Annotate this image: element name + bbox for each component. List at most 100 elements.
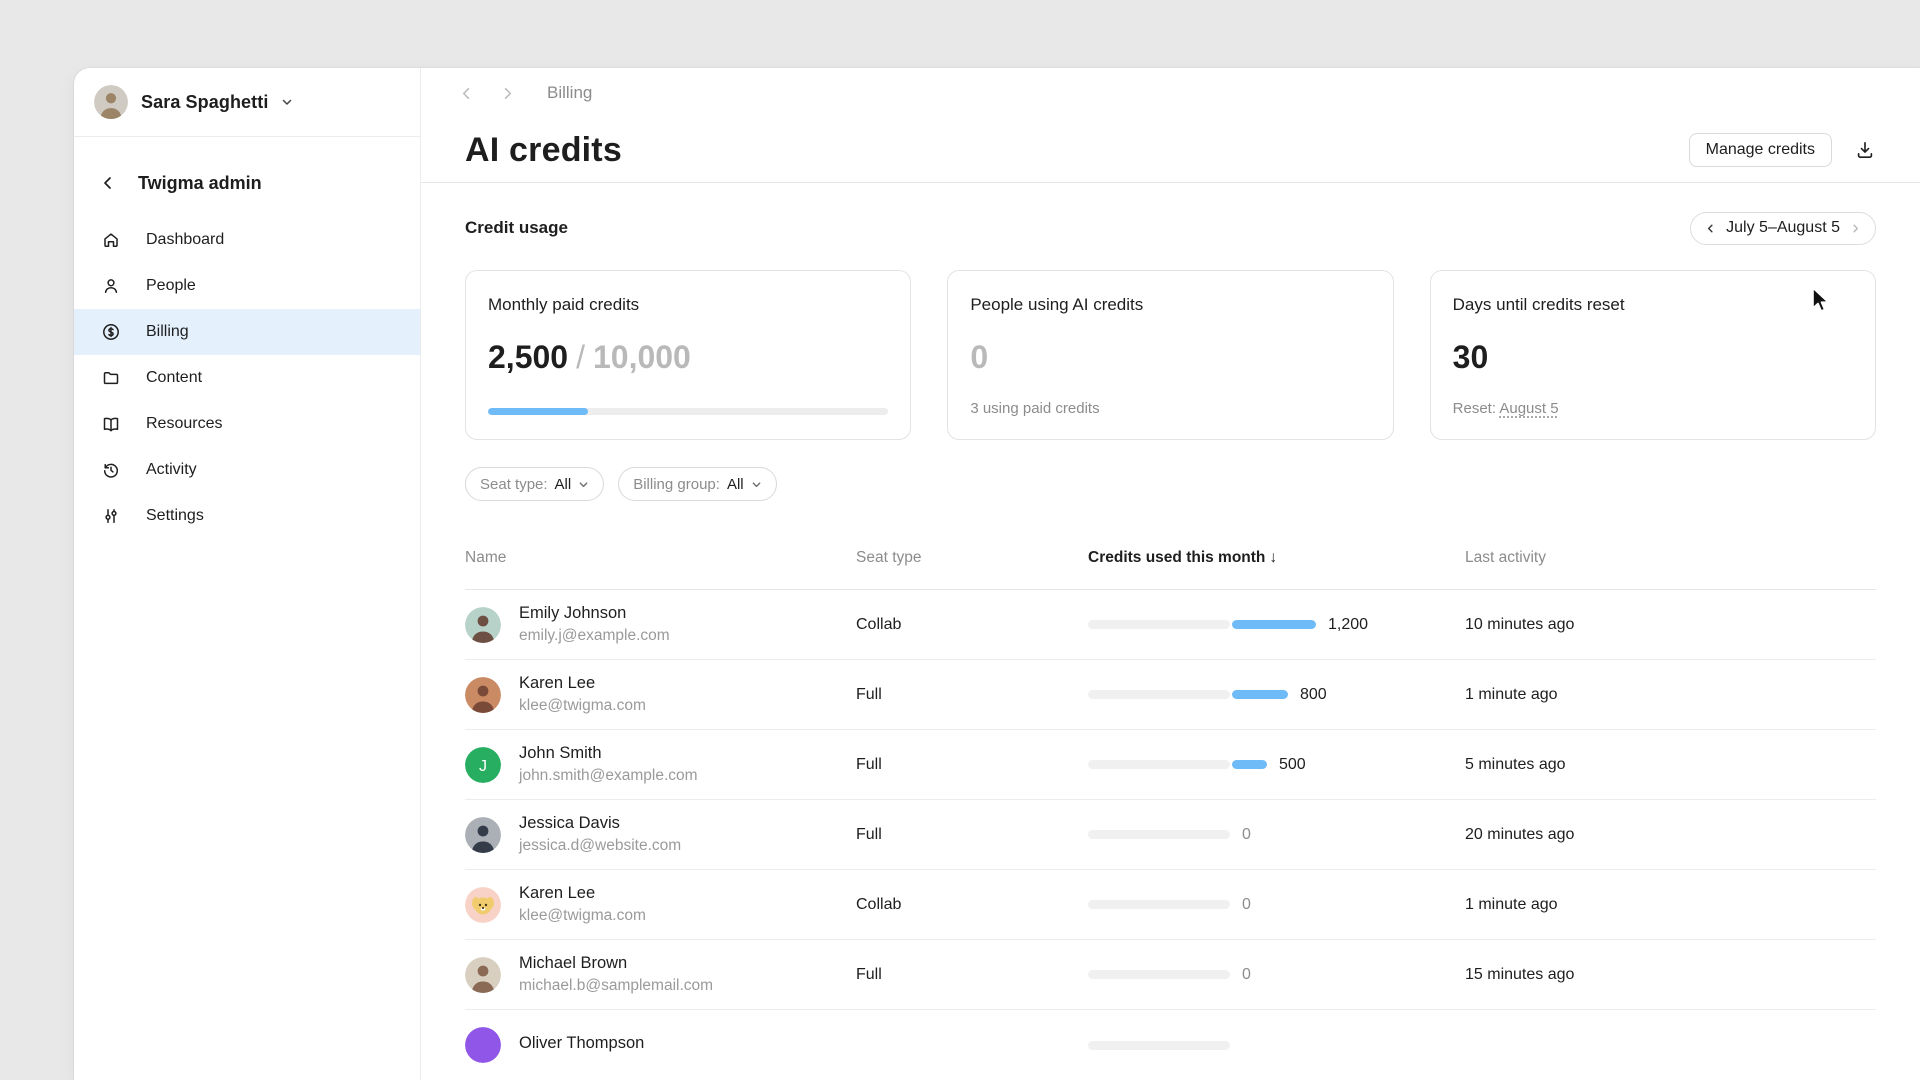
column-header-name[interactable]: Name — [465, 549, 507, 566]
chevron-down-icon — [751, 479, 762, 490]
table-row[interactable]: Oliver Thompson — [465, 1010, 1876, 1080]
column-header-seat-type[interactable]: Seat type — [856, 549, 922, 566]
credit-bar-paid — [1232, 620, 1316, 629]
row-credit-bar: 500 — [1088, 756, 1465, 774]
row-email: emily.j@example.com — [519, 627, 670, 644]
row-credit-bar: 800 — [1088, 686, 1465, 704]
row-credits-value: 1,200 — [1328, 615, 1369, 633]
card-title: Monthly paid credits — [488, 295, 640, 314]
user-name: Sara Spaghetti — [141, 91, 269, 112]
sidebar-item-label: Settings — [146, 507, 204, 524]
row-credits-value: 0 — [1242, 895, 1251, 913]
sidebar: Sara Spaghetti Twigma admin Dashboard — [74, 68, 421, 1080]
row-name: Oliver Thompson — [519, 1033, 645, 1052]
table-row[interactable]: Michael Brown michael.b@samplemail.com Ful… — [465, 940, 1876, 1010]
table-row[interactable]: Emily Johnson emily.j@example.com Collab 1,… — [465, 590, 1876, 660]
days-until-reset-value: 30 — [1452, 339, 1489, 375]
chevron-down-icon — [281, 96, 293, 108]
table-body: Emily Johnson emily.j@example.com Collab 1,… — [465, 590, 1876, 1080]
page-title: AI credits — [465, 130, 622, 169]
credit-bar-track — [1088, 760, 1230, 769]
credits-progress-fill — [488, 408, 589, 415]
row-credit-bar — [1088, 1040, 1465, 1050]
credits-used-value: 2,500 — [488, 339, 569, 375]
svg-text:J: J — [479, 758, 487, 775]
column-header-last-activity[interactable]: Last activity — [1465, 549, 1546, 566]
sidebar-item-label: Activity — [146, 461, 197, 478]
seat-type-filter[interactable]: Seat type: All — [465, 467, 605, 501]
row-name: Jessica Davis — [519, 814, 620, 832]
date-range-picker[interactable]: July 5–August 5 — [1690, 211, 1876, 245]
sidebar-item-label: Content — [146, 369, 203, 386]
card-title: Days until credits reset — [1452, 295, 1625, 314]
card-monthly-paid-credits: Monthly paid credits 2,500 / 10,000 — [465, 270, 912, 440]
sliders-icon — [100, 505, 122, 527]
folder-icon — [100, 367, 122, 389]
reset-date-link[interactable]: August 5 — [1499, 400, 1559, 417]
sidebar-item-label: Dashboard — [146, 231, 225, 248]
sidebar-item-resources[interactable]: Resources — [74, 401, 420, 447]
sidebar-item-billing[interactable]: Billing — [74, 309, 420, 355]
table-row[interactable]: Jessica Davis jessica.d@website.com Full 0 2… — [465, 800, 1876, 870]
billing-group-filter[interactable]: Billing group: All — [618, 467, 777, 501]
sidebar-item-dashboard[interactable]: Dashboard — [74, 217, 420, 263]
card-days-until-reset: Days until credits reset 30 Reset: Augus… — [1429, 270, 1876, 440]
header-divider — [421, 182, 1920, 183]
sidebar-item-settings[interactable]: Settings — [74, 493, 420, 539]
sidebar-back-button[interactable] — [100, 175, 116, 191]
sidebar-item-people[interactable]: People — [74, 263, 420, 309]
filter-value: All — [554, 475, 572, 493]
row-last-activity: 5 minutes ago — [1465, 755, 1566, 773]
row-last-activity: 20 minutes ago — [1465, 825, 1575, 843]
table-row[interactable]: Karen Lee klee@twigma.com Collab 0 1 minute … — [465, 870, 1876, 940]
credit-bar-track — [1088, 690, 1230, 699]
row-seat-type: Collab — [856, 615, 902, 633]
credit-bar-track — [1088, 900, 1230, 909]
row-credit-bar: 0 — [1088, 896, 1465, 914]
row-email: john.smith@example.com — [519, 767, 698, 784]
download-icon[interactable] — [1854, 139, 1876, 161]
row-seat-type: Full — [856, 685, 882, 703]
manage-credits-button[interactable]: Manage credits — [1688, 133, 1832, 168]
credit-bar-paid — [1232, 690, 1288, 699]
row-last-activity: 10 minutes ago — [1465, 615, 1575, 633]
row-last-activity: 1 minute ago — [1465, 895, 1558, 913]
user-avatar — [465, 886, 501, 923]
chevron-left-icon[interactable] — [1705, 223, 1716, 234]
user-menu[interactable]: Sara Spaghetti — [74, 68, 420, 137]
row-credits-value: 0 — [1242, 965, 1251, 983]
table-row[interactable]: J John Smith john.smith@example.com Full 500… — [465, 730, 1876, 800]
card-subtext: 3 using paid credits — [970, 400, 1100, 417]
column-header-credits[interactable]: Credits used this month ↓ — [1088, 549, 1278, 566]
row-email: jessica.d@website.com — [519, 837, 682, 854]
nav-forward-icon[interactable] — [500, 86, 515, 101]
history-icon — [100, 459, 122, 481]
sidebar-item-label: People — [146, 277, 196, 294]
card-people-using-credits: People using AI credits 0 3 using paid c… — [947, 270, 1394, 440]
nav-back-icon[interactable] — [459, 86, 474, 101]
sidebar-item-content[interactable]: Content — [74, 355, 420, 401]
section-title: Credit usage — [465, 218, 568, 237]
credit-bar-track — [1088, 620, 1230, 629]
home-icon — [100, 229, 122, 251]
table-row[interactable]: Karen Lee klee@twigma.com Full 800 1 minute … — [465, 660, 1876, 730]
sidebar-item-activity[interactable]: Activity — [74, 447, 420, 493]
row-name: John Smith — [519, 744, 602, 762]
credit-bar-paid — [1232, 760, 1267, 769]
breadcrumb[interactable]: Billing — [547, 83, 593, 102]
user-avatar — [465, 1027, 501, 1063]
user-avatar — [465, 676, 501, 713]
credit-bar-track — [1088, 1040, 1230, 1050]
credits-total-value: 10,000 — [592, 339, 691, 375]
row-seat-type: Full — [856, 965, 882, 983]
date-range-label: July 5–August 5 — [1726, 219, 1840, 236]
row-credit-bar: 1,200 — [1088, 616, 1465, 634]
row-seat-type: Full — [856, 755, 882, 773]
row-email: klee@twigma.com — [519, 697, 646, 714]
dollar-circle-icon — [100, 321, 122, 343]
chevron-right-icon[interactable] — [1850, 223, 1861, 234]
row-name: Emily Johnson — [519, 604, 627, 622]
row-credit-bar: 0 — [1088, 966, 1465, 984]
row-last-activity: 15 minutes ago — [1465, 965, 1575, 983]
sidebar-item-label: Billing — [146, 323, 189, 340]
